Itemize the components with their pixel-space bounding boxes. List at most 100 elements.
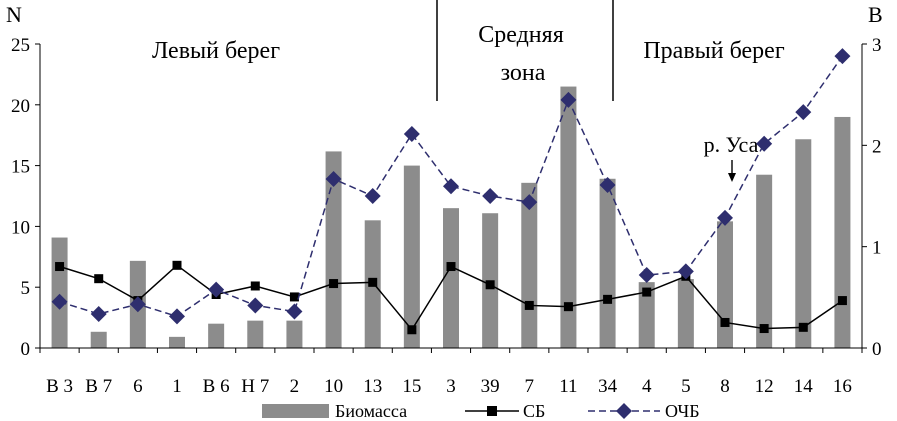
bars-layer [51,86,851,349]
marker-ochb [286,303,303,320]
x-tick-label: 3 [446,376,456,397]
bar [208,323,225,348]
x-tick-label: 5 [681,376,691,397]
marker-sb [446,262,456,272]
x-tick-label: 10 [324,376,343,397]
y-tick-left-label: 0 [21,339,31,360]
x-tick-label: 14 [794,376,814,397]
marker-sb [94,274,104,284]
bar [717,221,733,348]
zone-label-middle-2: зона [501,60,546,86]
marker-ochb [208,281,225,298]
bar [599,178,616,348]
marker-sb [368,277,378,287]
marker-ochb [364,188,381,204]
x-tick-label: 13 [363,376,382,397]
marker-ochb [51,293,68,310]
marker-sb [250,281,260,291]
y-tick-right-label: 2 [872,136,882,157]
legend: Биомасса СБ ОЧБ [262,401,700,421]
marker-ochb [482,188,499,204]
bar [169,336,185,348]
bar [51,237,68,348]
marker-sb [55,262,65,272]
marker-sb [485,280,495,290]
bar [795,139,812,348]
x-tick-label: 7 [525,376,535,397]
marker-ochb [638,267,655,284]
marker-ochb [717,209,733,226]
x-tick-label: 6 [133,376,143,397]
legend-swatch-biomass [262,404,329,418]
marker-sb [524,300,534,310]
marker-ochb [129,296,146,313]
bar [677,279,694,348]
marker-sb [759,324,769,334]
bar [443,208,459,348]
zone-label-right: Правый берег [643,38,784,64]
marker-ochb [403,125,420,142]
marker-ochb [834,48,851,65]
y-axis-right-title: B [868,2,883,27]
marker-sb [563,302,573,312]
bar [247,320,264,348]
marker-sb [407,325,417,335]
bar [756,174,773,348]
x-tick-label: Н 7 [241,376,269,397]
x-tick-label: 39 [481,376,500,397]
marker-sb [720,317,730,327]
x-tick-label: 11 [559,376,577,397]
y-tick-right-label: 0 [872,339,882,360]
series-line-ochb [59,55,844,318]
marker-ochb [560,91,577,108]
marker-sb [289,292,299,302]
x-tick-label: 15 [402,376,421,397]
y-axis-left-title: N [6,2,22,27]
marker-sb [172,260,182,270]
x-tick-label: 8 [720,376,730,397]
bar [560,86,577,348]
marker-ochb [90,305,107,322]
bar [834,116,851,349]
marker-ochb [521,194,538,211]
legend-label-biomass: Биомасса [335,401,407,421]
marker-sb [837,296,847,306]
bar [90,331,107,348]
annotation-arrow-head [728,173,736,182]
marker-sb [798,322,808,332]
y-tick-left-label: 25 [11,35,30,56]
marker-ochb [325,170,342,187]
marker-ochb [599,177,616,194]
legend-marker-ochb [616,403,632,419]
marker-ochb [795,104,812,121]
x-tick-label: 34 [598,376,618,397]
y-ticks-layer: 0 5 10 15 20 25 0 1 2 3 [11,35,882,360]
y-tick-right-label: 1 [872,238,882,259]
x-tick-label: 16 [833,376,852,397]
x-tick-label: 12 [755,376,774,397]
marker-ochb [169,308,185,325]
marker-ochb [677,263,694,280]
zone-label-middle-1: Средняя [478,22,563,48]
bar [325,151,342,348]
marker-ochb [756,135,773,152]
x-tick-label: 4 [642,376,652,397]
bar [286,320,303,348]
bar [638,282,655,348]
marker-sb [603,294,613,304]
bar [403,165,420,348]
y-tick-left-label: 5 [21,278,31,299]
legend-label-ochb: ОЧБ [665,401,700,421]
y-tick-left-label: 10 [11,217,30,238]
y-tick-left-label: 15 [11,157,30,178]
marker-ochb [247,297,264,314]
marker-sb [329,279,339,289]
x-tick-label: 2 [290,376,300,397]
x-tick-label: В 3 [46,376,73,397]
y-tick-right-label: 3 [872,35,882,56]
lines-layer [51,48,851,335]
x-tick-label: В 7 [85,376,112,397]
legend-marker-sb [487,406,497,416]
annotation-label: р. Уса [704,132,759,157]
